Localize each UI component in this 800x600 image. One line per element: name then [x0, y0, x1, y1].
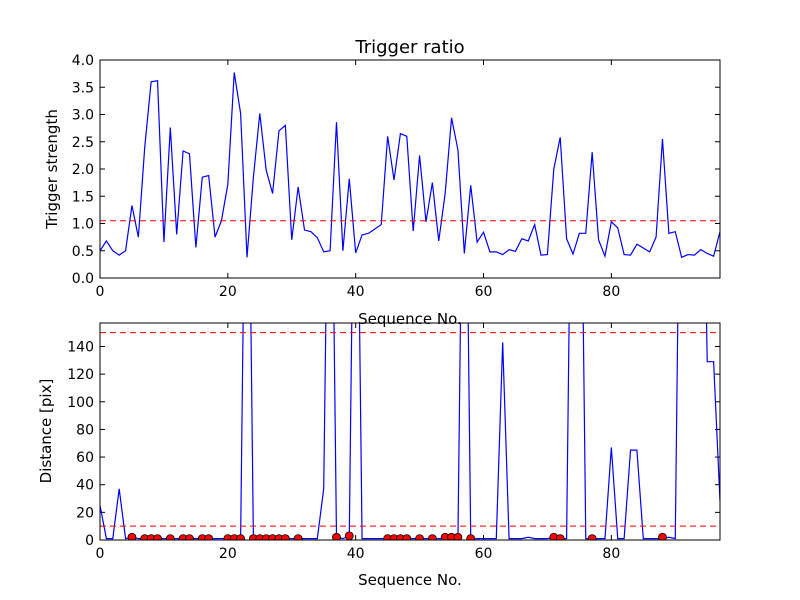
x-axis-title: Sequence No. [358, 310, 462, 328]
data-point [344, 531, 354, 540]
x-tick-label: 60 [475, 284, 493, 300]
x-tick-label: 40 [347, 284, 365, 300]
y-tick-label: 3.0 [72, 108, 94, 124]
y-tick-label: 2.5 [72, 135, 94, 151]
data-point [280, 534, 290, 540]
data-point [453, 532, 463, 540]
series-line [100, 72, 720, 259]
y-tick-label: 3.5 [72, 80, 94, 96]
x-tick-label: 20 [219, 284, 237, 300]
data-point [466, 534, 476, 540]
y-tick-label: 1.0 [72, 217, 94, 233]
tick-layer: 0 20 40 60 80 0 20 40 60 80 100 120 140 [67, 323, 720, 562]
x-tick-label: 60 [475, 546, 493, 562]
distance-panel: Sequence No. Distance [pix] 0 20 40 60 80 0 20… [37, 322, 721, 589]
y-tick-label: 4.0 [72, 53, 94, 69]
data-point [332, 532, 341, 540]
data-point [127, 532, 137, 540]
y-tick-label: 100 [67, 395, 94, 411]
x-axis-title: Sequence No. [358, 571, 462, 589]
y-tick-label: 0 [85, 533, 94, 549]
data-point [415, 534, 424, 540]
x-tick-label: 80 [602, 546, 620, 562]
data-point [427, 534, 437, 540]
x-tick-label: 0 [96, 284, 105, 300]
y-tick-label: 120 [67, 367, 94, 383]
y-tick-label: 1.5 [72, 189, 94, 205]
x-tick-label: 40 [347, 546, 365, 562]
data-layer [100, 72, 720, 259]
plot-frame [99, 322, 721, 541]
data-point [153, 534, 162, 540]
y-axis-title: Distance [pix] [37, 379, 55, 484]
plot-frame [99, 59, 721, 279]
chart-title: Trigger ratio [354, 37, 464, 58]
y-tick-label: 20 [76, 505, 94, 521]
y-tick-label: 2.0 [72, 162, 94, 178]
x-tick-label: 20 [219, 546, 237, 562]
y-tick-label: 60 [76, 450, 94, 466]
data-point [402, 534, 412, 540]
data-point [658, 532, 667, 540]
data-point [236, 534, 246, 540]
x-tick-label: 80 [602, 284, 620, 300]
y-tick-label: 0.0 [72, 271, 94, 287]
data-layer [100, 323, 720, 540]
y-tick-label: 140 [67, 339, 94, 355]
y-tick-label: 40 [76, 478, 94, 494]
data-point [185, 534, 194, 540]
data-point [165, 534, 175, 540]
y-tick-label: 0.5 [72, 244, 94, 260]
tick-layer: 0 20 40 60 80 0.0 0.5 1.0 1.5 2.0 2.5 3.0 3.5 4.0 [72, 53, 720, 300]
data-point [555, 534, 565, 540]
x-tick-label: 0 [96, 546, 105, 562]
y-tick-label: 80 [76, 422, 94, 438]
trigger-ratio-panel: Trigger ratio Sequence No. Trigger stren… [43, 37, 721, 328]
data-point [293, 534, 303, 540]
y-axis-title: Trigger strength [43, 109, 61, 230]
data-point [204, 534, 214, 540]
data-point [587, 534, 597, 540]
